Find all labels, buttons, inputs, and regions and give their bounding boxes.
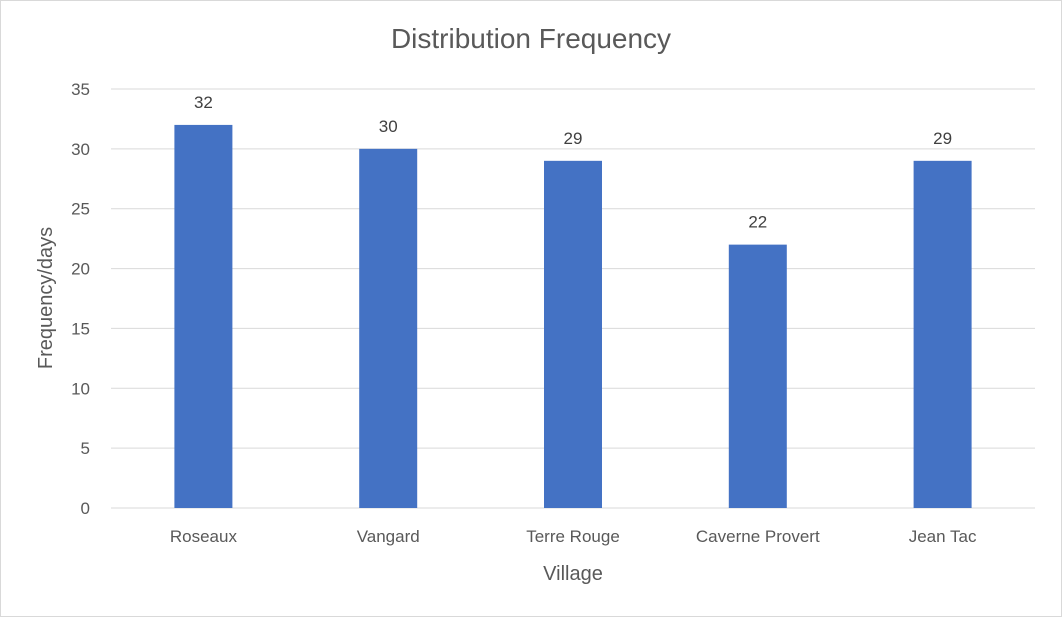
bar-jean-tac xyxy=(913,160,972,509)
data-label: 29 xyxy=(564,129,583,148)
y-axis-ticks: 0 5 10 15 20 25 30 35 xyxy=(71,80,90,518)
x-category-label: Terre Rouge xyxy=(526,527,620,546)
data-label: 29 xyxy=(933,129,952,148)
y-tick-label: 30 xyxy=(71,140,90,159)
y-tick-label: 35 xyxy=(71,80,90,99)
data-label: 30 xyxy=(379,117,398,136)
bar-roseaux xyxy=(174,124,233,509)
bars xyxy=(174,124,972,509)
x-category-label: Roseaux xyxy=(170,527,238,546)
data-labels: 32 30 29 22 29 xyxy=(194,93,952,232)
y-tick-label: 25 xyxy=(71,200,90,219)
x-category-label: Jean Tac xyxy=(909,527,977,546)
bar-terre-rouge xyxy=(544,160,602,509)
y-tick-label: 5 xyxy=(81,439,90,458)
x-axis-title: Village xyxy=(543,563,603,585)
x-axis-categories: Roseaux Vangard Terre Rouge Caverne Provert… xyxy=(170,527,977,546)
y-tick-label: 10 xyxy=(71,379,90,398)
x-category-label: Caverne Provert xyxy=(696,527,820,546)
y-tick-label: 0 xyxy=(81,499,90,518)
x-category-label: Vangard xyxy=(357,527,420,546)
y-tick-label: 15 xyxy=(71,319,90,338)
bar-vangard xyxy=(359,148,418,508)
chart-title: Distribution Frequency xyxy=(391,23,671,54)
bar-caverne-provert xyxy=(728,244,787,508)
y-axis-title: Frequency/days xyxy=(35,227,57,369)
data-label: 22 xyxy=(748,213,767,232)
y-tick-label: 20 xyxy=(71,260,90,279)
data-label: 32 xyxy=(194,93,213,112)
